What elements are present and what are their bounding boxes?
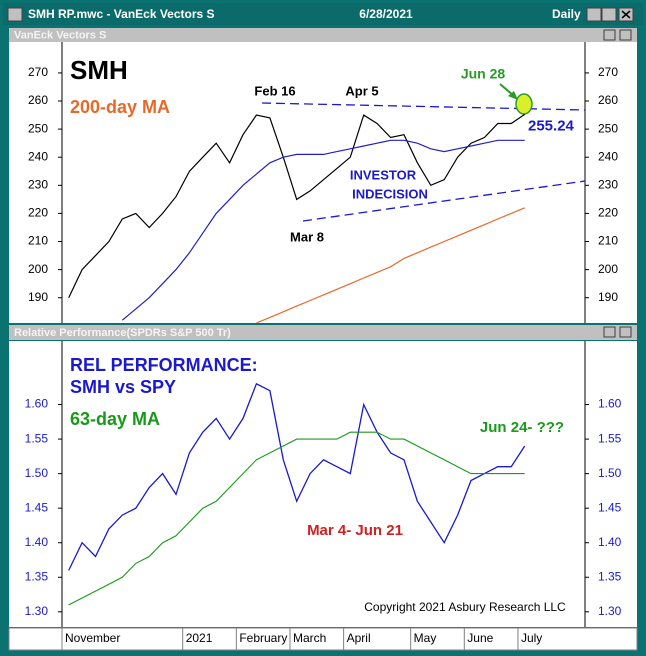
y-tick-label: 1.35 — [598, 569, 622, 583]
highlight-marker — [515, 93, 533, 115]
window-title: SMH RP.mwc - VanEck Vectors S — [28, 7, 215, 21]
window-period: Daily — [552, 7, 581, 21]
annotation: SMH vs SPY — [70, 377, 176, 397]
pane-button[interactable] — [603, 326, 616, 338]
pane-button[interactable] — [619, 326, 632, 338]
y-tick-label: 260 — [28, 93, 48, 107]
title-bar — [3, 3, 643, 25]
series-label: 200-day MA — [70, 97, 170, 117]
y-tick-label: 190 — [28, 290, 48, 304]
y-tick-label: 220 — [598, 206, 618, 220]
x-tick-label: July — [521, 631, 542, 645]
series-label: SMH — [70, 55, 128, 85]
series-line — [68, 431, 525, 606]
pane-title: Relative Performance(SPDRs S&P 500 Tr) — [14, 327, 231, 339]
series-line — [68, 113, 526, 298]
x-tick-label: February — [239, 631, 287, 645]
y-tick-label: 1.55 — [25, 431, 49, 445]
series-line — [121, 139, 525, 321]
minimize-button[interactable] — [586, 7, 602, 22]
annotation: Feb 16 — [254, 83, 295, 98]
y-tick-label: 1.30 — [598, 604, 622, 618]
y-tick-label: 200 — [28, 262, 48, 276]
annotation: Jun 28 — [461, 66, 506, 82]
last-value-label: 255.24 — [528, 117, 575, 134]
y-tick-label: 1.35 — [25, 569, 49, 583]
annotation: Apr 5 — [345, 83, 378, 98]
y-tick-label: 230 — [598, 177, 618, 191]
annotation: Jun 24- ??? — [480, 419, 564, 436]
y-tick-label: 1.45 — [598, 500, 622, 514]
y-tick-label: 240 — [598, 149, 618, 163]
y-tick-label: 1.45 — [25, 500, 49, 514]
y-tick-label: 210 — [598, 234, 618, 248]
annotation: Mar 4- Jun 21 — [307, 522, 403, 539]
maximize-button[interactable] — [601, 7, 617, 22]
annotation: Mar 8 — [290, 229, 324, 244]
y-tick-label: 220 — [28, 206, 48, 220]
pane-button[interactable] — [603, 29, 616, 41]
y-tick-label: 1.50 — [598, 466, 622, 480]
series-label: 63-day MA — [70, 409, 160, 429]
y-tick-label: 1.30 — [25, 604, 49, 618]
y-tick-label: 270 — [28, 65, 48, 79]
y-tick-label: 270 — [598, 65, 618, 79]
y-tick-label: 210 — [28, 234, 48, 248]
pane-button[interactable] — [619, 29, 632, 41]
y-tick-label: 250 — [598, 121, 618, 135]
y-tick-label: 250 — [28, 121, 48, 135]
y-tick-label: 200 — [598, 262, 618, 276]
y-tick-label: 1.40 — [598, 535, 622, 549]
window-date: 6/28/2021 — [359, 7, 413, 21]
series-line — [68, 382, 526, 571]
annotation: INVESTOR — [350, 167, 417, 182]
pane-header — [9, 325, 637, 340]
x-tick-label: April — [347, 631, 371, 645]
annotation: INDECISION — [352, 186, 428, 201]
annotation: Copyright 2021 Asbury Research LLC — [364, 600, 566, 614]
x-tick-label: May — [414, 631, 437, 645]
y-tick-label: 230 — [28, 177, 48, 191]
plot-area — [9, 42, 637, 323]
app-icon — [7, 7, 23, 22]
pane-header — [9, 28, 637, 42]
y-tick-label: 1.60 — [25, 397, 49, 411]
y-tick-label: 1.50 — [25, 466, 49, 480]
x-tick-label: March — [293, 631, 326, 645]
arrow-head — [508, 91, 518, 100]
x-tick-label: November — [65, 631, 120, 645]
trendline — [302, 180, 586, 222]
y-tick-label: 1.60 — [598, 397, 622, 411]
y-tick-label: 260 — [598, 93, 618, 107]
x-axis-strip — [8, 627, 638, 651]
pane-title: VanEck Vectors S — [14, 29, 106, 41]
y-tick-label: 1.55 — [598, 431, 622, 445]
plot-area — [9, 341, 637, 627]
y-tick-label: 190 — [598, 290, 618, 304]
y-tick-label: 240 — [28, 149, 48, 163]
series-label: REL PERFORMANCE: — [70, 355, 258, 375]
x-tick-label: June — [467, 631, 493, 645]
x-tick-label: 2021 — [186, 631, 213, 645]
y-tick-label: 1.40 — [25, 535, 49, 549]
series-line — [256, 207, 525, 324]
close-glyph — [621, 10, 631, 19]
